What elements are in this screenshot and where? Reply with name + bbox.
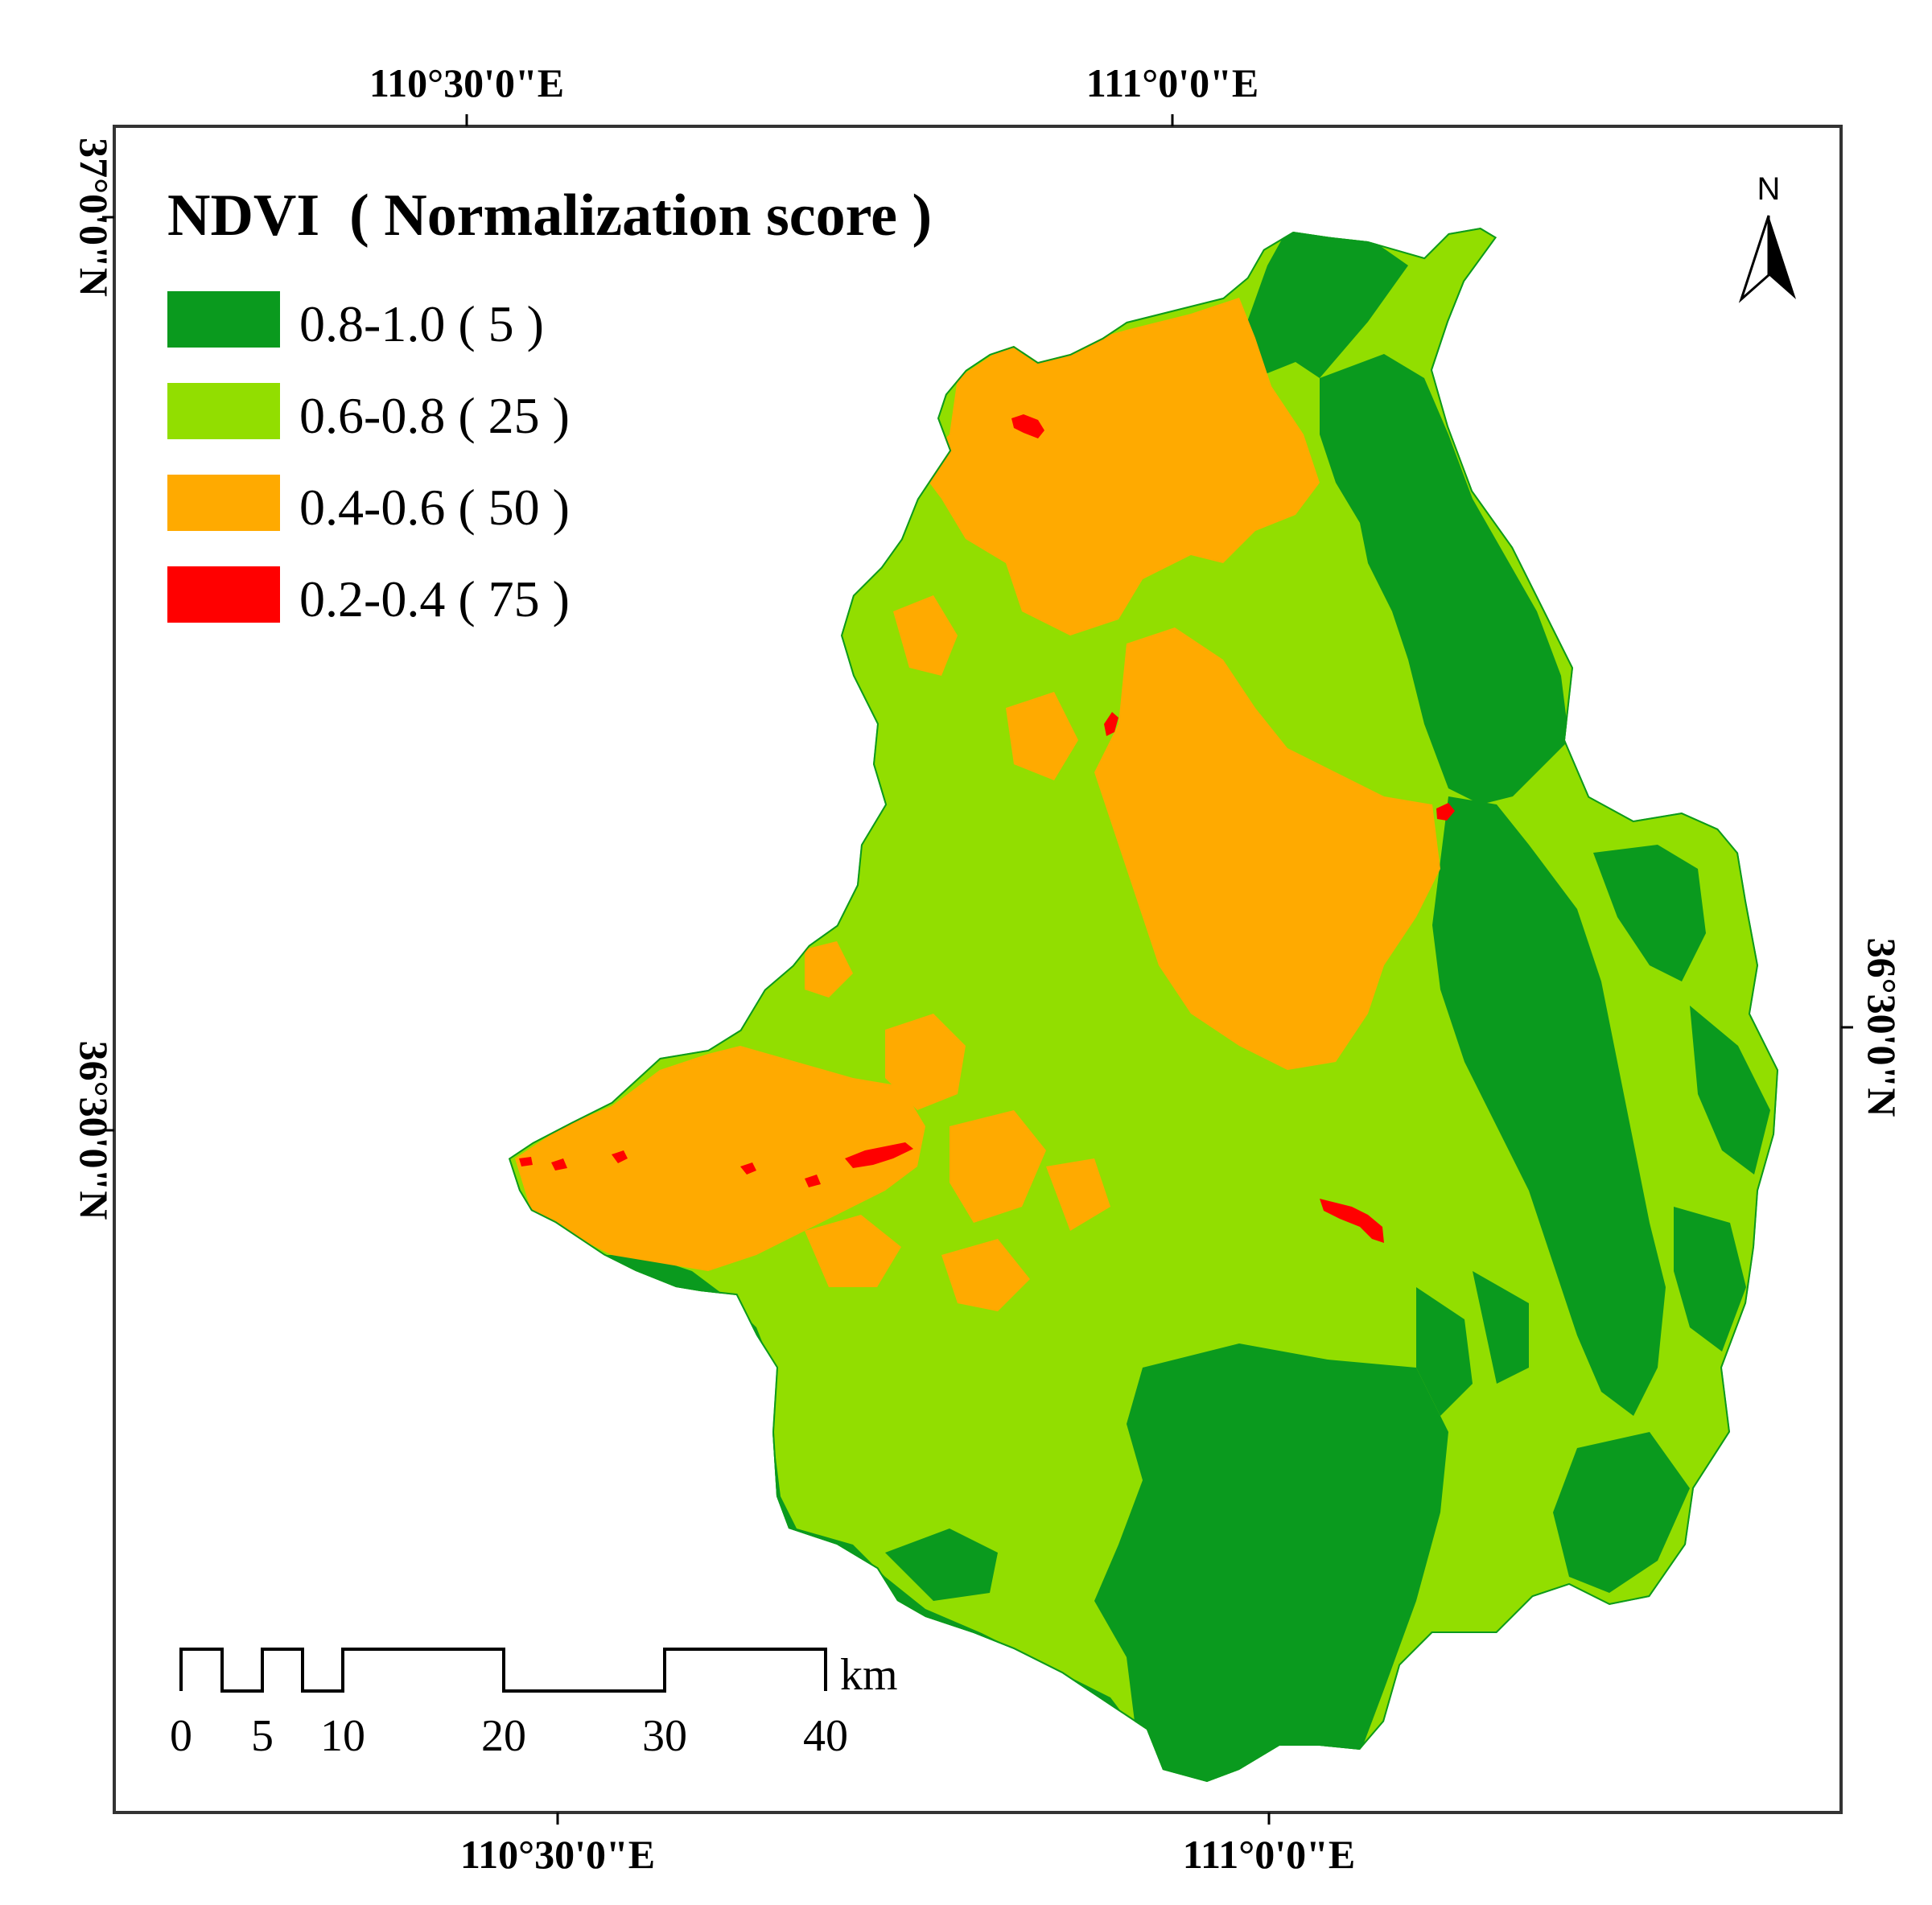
scale-bar-tick-3: 20 bbox=[481, 1711, 526, 1761]
class-0.4-0.6-areas bbox=[515, 298, 1440, 1311]
north-arrow-label: N bbox=[1757, 171, 1781, 207]
graticule-label-right-1: 36°30'0"N bbox=[1860, 938, 1905, 1117]
legend-swatch-2 bbox=[167, 475, 280, 531]
scale-bar-tick-1: 5 bbox=[251, 1711, 274, 1761]
legend-swatch-0 bbox=[167, 291, 280, 348]
north-arrow: N bbox=[1738, 171, 1796, 303]
legend-swatch-3 bbox=[167, 566, 280, 623]
class-0.8-1.0-areas bbox=[579, 229, 1770, 1782]
graticule-label-bottom-2: 111°0'0"E bbox=[1183, 1832, 1355, 1877]
graticule-label-left-2: 36°30'0"N bbox=[72, 1041, 117, 1220]
legend-label-2: 0.4-0.6 ( 50 ) bbox=[299, 479, 570, 536]
north-arrow-icon bbox=[1769, 216, 1796, 299]
legend-swatch-1 bbox=[167, 383, 280, 439]
scale-bar-tick-2: 10 bbox=[320, 1711, 365, 1761]
graticule-label-top-2: 111°0'0"E bbox=[1086, 60, 1258, 105]
scale-bar-tick-4: 30 bbox=[642, 1711, 687, 1761]
graticule-label-top-1: 110°30'0"E bbox=[369, 60, 564, 105]
scale-bar-line bbox=[179, 1648, 827, 1693]
graticule-ticks bbox=[102, 114, 1853, 1825]
legend-label-1: 0.6-0.8 ( 25 ) bbox=[299, 387, 570, 444]
legend-label-0: 0.8-1.0 ( 5 ) bbox=[299, 295, 544, 352]
graticule-label-left-1: 37°0'0"N bbox=[72, 138, 117, 297]
scale-bar-unit: km bbox=[840, 1650, 898, 1700]
scale-bar-tick-0: 0 bbox=[170, 1711, 192, 1761]
scale-bar: km 0 5 10 20 30 40 bbox=[170, 1648, 898, 1761]
graticule-label-bottom-1: 110°30'0"E bbox=[460, 1832, 655, 1877]
class-0.2-0.4-areas bbox=[519, 414, 1455, 1243]
scale-bar-tick-5: 40 bbox=[803, 1711, 848, 1761]
legend-title: NDVI ( Normalization score ) bbox=[167, 183, 932, 249]
legend-label-3: 0.2-0.4 ( 75 ) bbox=[299, 570, 570, 627]
legend: NDVI ( Normalization score ) 0.8-1.0 ( 5… bbox=[167, 183, 932, 627]
